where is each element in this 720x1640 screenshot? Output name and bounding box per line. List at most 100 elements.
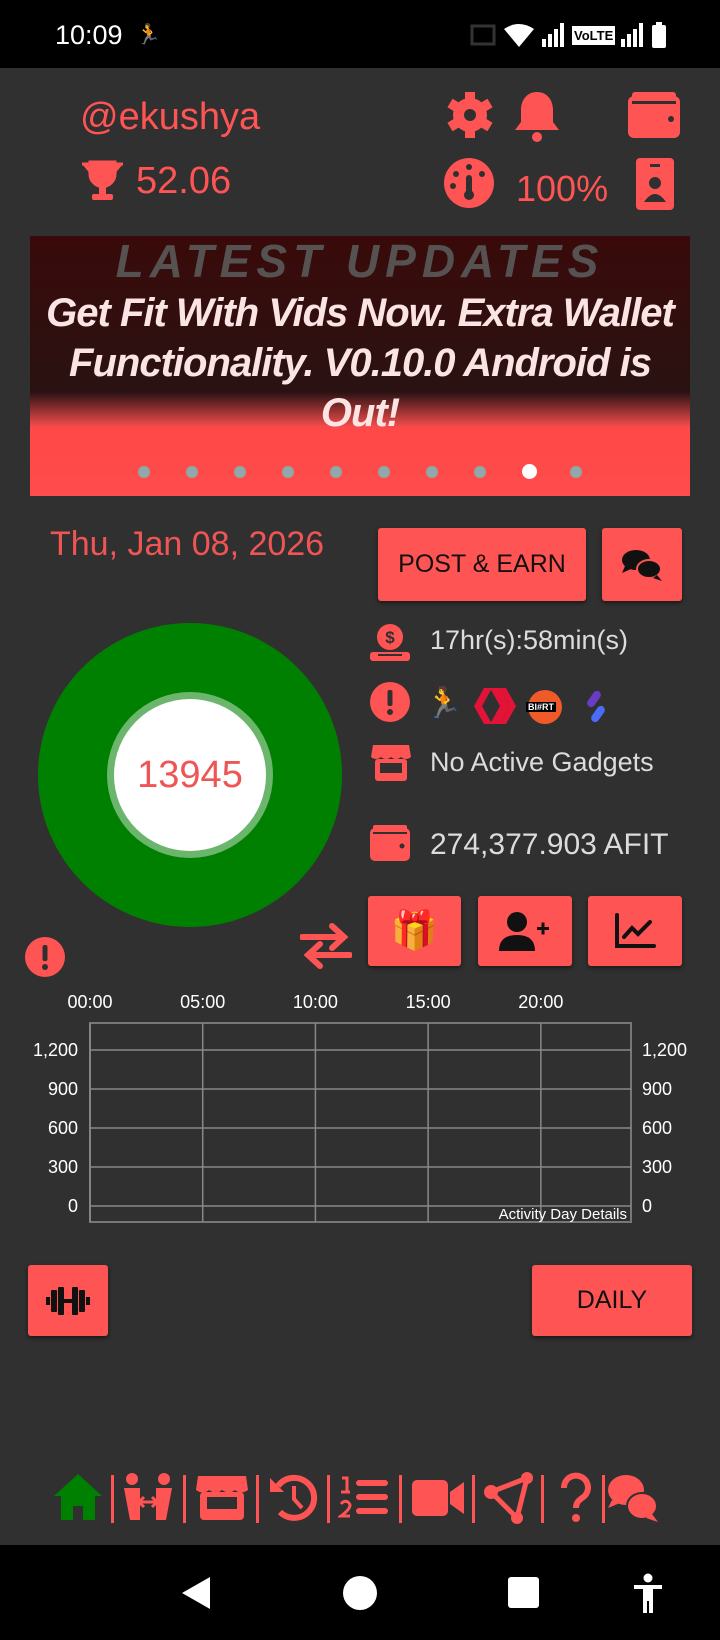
banner-slide-dot[interactable] [426,466,438,478]
nav-item-exchange-people[interactable] [120,1472,176,1524]
reward-timer: 17hr(s):58min(s) [430,625,629,655]
banner-slide-dot[interactable] [234,466,246,478]
back-icon[interactable] [180,1575,212,1611]
swap-arrows-icon[interactable] [300,920,352,972]
stats-chart-button[interactable] [588,896,682,966]
video-icon [412,1480,464,1516]
y-tick-left: 600 [48,1118,78,1138]
x-tick-label: 00:00 [67,992,112,1012]
comments-icon [622,549,662,581]
nav-separator [111,1475,114,1523]
trophy-score: 52.06 [136,160,232,202]
current-date: Thu, Jan 08, 2026 [50,525,325,563]
nav-separator [183,1475,186,1523]
nav-item-home[interactable] [50,1472,106,1524]
accessibility-icon[interactable] [632,1573,664,1613]
workout-button[interactable] [28,1265,108,1336]
battery-percent: 100% [516,168,609,209]
coin-hand-icon: $ [370,624,410,661]
y-tick-right: 0 [642,1196,652,1216]
ordered-list-icon [338,1476,388,1518]
y-tick-right: 300 [642,1157,672,1177]
banner-indicator-strip [30,427,690,496]
updates-banner[interactable]: LATEST UPDATES Get Fit With Vids Now. Ex… [30,236,690,496]
y-tick-left: 0 [68,1196,78,1216]
share-nodes-icon [484,1472,533,1524]
system-navigation-bar [0,1545,720,1640]
settings-gear-icon[interactable] [445,90,495,140]
y-tick-left: 1,200 [33,1040,78,1060]
y-tick-right: 600 [642,1118,672,1138]
bithrt-label: BI#RT [526,702,557,712]
volte-badge: VoLTE [572,25,616,45]
dumbbell-icon [46,1286,90,1315]
nav-item-chat[interactable] [604,1472,660,1524]
home-system-icon[interactable] [343,1576,377,1610]
nav-separator [602,1475,605,1523]
banner-slide-dot[interactable] [138,466,150,478]
nav-separator [399,1475,402,1523]
id-card-icon[interactable] [636,158,674,210]
alert-icon[interactable] [370,682,410,722]
x-tick-label: 05:00 [180,992,225,1012]
notification-bell-icon[interactable] [513,90,561,144]
runner-app-icon[interactable]: 🏃 [425,687,463,720]
nav-item-video[interactable] [410,1472,466,1524]
wifi-icon [504,24,534,47]
wallet-icon[interactable] [628,92,680,138]
banner-slide-dot[interactable] [330,466,342,478]
home-icon [54,1474,102,1520]
nav-separator [471,1475,475,1523]
wallet-icon-small [370,825,410,861]
gift-button[interactable]: 🎁 [368,896,461,966]
x-tick-label: 15:00 [406,992,451,1012]
exchange-people-icon [124,1473,172,1520]
post-earn-button[interactable]: POST & EARN [378,528,586,601]
line-chart-icon [615,913,656,948]
banner-slide-dot[interactable] [570,466,582,478]
nav-item-share-nodes[interactable] [481,1472,537,1524]
y-tick-left: 300 [48,1157,78,1177]
gift-icon: 🎁 [390,910,439,952]
speedometer-icon [444,158,494,208]
hive-icon[interactable] [474,688,516,724]
svg-text:$: $ [385,628,395,647]
nav-separator [327,1475,330,1523]
chat-button[interactable] [602,528,682,601]
banner-title: Get Fit With Vids Now. Extra Wallet Func… [46,291,675,435]
signal-icon [542,23,564,47]
store-icon[interactable] [371,743,411,783]
nav-item-ordered-list[interactable] [336,1472,392,1524]
banner-caption: LATEST UPDATES [115,236,605,287]
running-icon: 🏃 [136,24,161,46]
question-icon [560,1472,591,1522]
x-tick-label: 10:00 [293,992,338,1012]
banner-slide-dot[interactable] [522,464,537,479]
x-tick-label: 20:00 [518,992,563,1012]
steps-count[interactable]: 13945 [114,699,266,851]
banner-slide-dot[interactable] [474,466,486,478]
status-icons: VoLTE [470,22,667,48]
banner-slide-dot[interactable] [378,466,390,478]
nav-item-store[interactable] [194,1472,250,1524]
activity-chart[interactable]: 1,200 1,200 900 900 600 600 300 300 0 0 00:00 05:00… [0,980,720,1230]
partner-s-icon[interactable] [584,690,608,724]
chart-annotation: Activity Day Details [499,1206,627,1223]
battery-icon [652,22,667,48]
recents-icon[interactable] [508,1577,539,1608]
daily-button[interactable]: DAILY [532,1265,692,1336]
username[interactable]: @ekushya [80,96,261,138]
y-tick-right: 900 [642,1079,672,1099]
nav-separator [540,1475,544,1523]
chart-info-alert-icon[interactable] [25,937,65,977]
trophy-icon [82,160,123,200]
invite-user-button[interactable] [478,896,572,966]
banner-slide-dot[interactable] [186,466,198,478]
chat-icon [608,1475,658,1522]
user-plus-icon [499,912,549,951]
y-tick-right: 1,200 [642,1040,687,1060]
bithrt-icon[interactable]: BI#RT [526,690,562,724]
banner-slide-dot[interactable] [282,466,294,478]
nav-item-question[interactable] [548,1472,604,1524]
nav-item-history[interactable] [266,1472,322,1524]
